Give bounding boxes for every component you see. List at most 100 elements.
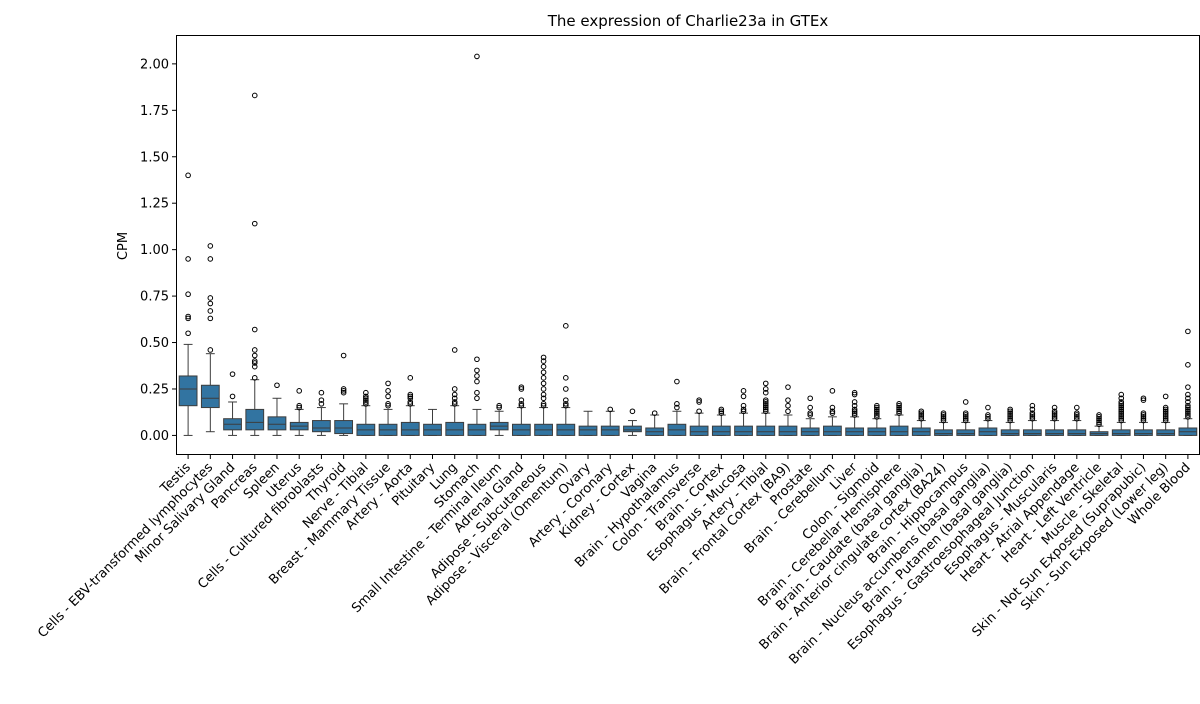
outlier-point bbox=[1096, 412, 1102, 418]
outlier-point bbox=[829, 388, 836, 394]
outlier-point bbox=[985, 415, 991, 422]
outlier-point bbox=[1029, 412, 1036, 418]
outlier-point bbox=[1140, 415, 1147, 422]
outlier-point bbox=[1007, 417, 1013, 424]
outlier-point bbox=[1074, 414, 1080, 420]
outlier-point bbox=[207, 243, 214, 249]
outlier-point bbox=[563, 375, 569, 381]
box-iqr bbox=[889, 425, 909, 436]
outlier-point bbox=[540, 363, 547, 370]
outlier-point bbox=[696, 408, 702, 415]
outlier-point bbox=[918, 408, 925, 415]
outlier-point bbox=[807, 410, 813, 416]
y-tick-label: 0.00 bbox=[140, 429, 169, 444]
box-28 bbox=[800, 395, 820, 436]
outlier-point bbox=[940, 414, 947, 420]
outlier-point bbox=[1185, 412, 1191, 418]
box-iqr bbox=[334, 420, 354, 435]
outlier-point bbox=[274, 382, 280, 389]
outlier-point bbox=[1096, 419, 1102, 426]
outlier-point bbox=[1185, 384, 1191, 390]
outlier-point bbox=[874, 408, 880, 415]
outlier-point bbox=[207, 256, 214, 262]
outlier-point bbox=[451, 401, 458, 407]
y-tick-label: 2.00 bbox=[140, 57, 169, 72]
outlier-point bbox=[540, 395, 547, 402]
outlier-point bbox=[940, 410, 947, 416]
outlier-point bbox=[296, 402, 302, 409]
outlier-point bbox=[896, 402, 902, 409]
outlier-point bbox=[1118, 414, 1125, 420]
box-27 bbox=[778, 384, 798, 436]
box-37 bbox=[1000, 406, 1020, 436]
box-21 bbox=[645, 410, 665, 436]
outlier-point bbox=[1029, 402, 1036, 409]
outlier-point bbox=[318, 389, 325, 396]
outlier-point bbox=[1162, 410, 1169, 416]
outlier-point bbox=[385, 388, 391, 394]
outlier-point bbox=[1162, 404, 1169, 411]
outlier-point bbox=[540, 380, 547, 387]
outlier-point bbox=[1096, 415, 1102, 422]
outlier-point bbox=[851, 399, 858, 405]
outlier-point bbox=[1140, 414, 1147, 420]
outlier-point bbox=[1074, 404, 1080, 411]
outlier-point bbox=[1185, 408, 1191, 415]
outlier-point bbox=[1162, 417, 1169, 424]
outlier-point bbox=[785, 402, 791, 409]
outlier-point bbox=[451, 395, 458, 402]
box-iqr bbox=[200, 384, 220, 409]
outlier-point bbox=[363, 389, 369, 396]
outlier-point bbox=[696, 397, 702, 403]
outlier-point bbox=[851, 391, 858, 398]
box-19 bbox=[600, 406, 620, 436]
outlier-point bbox=[1007, 410, 1013, 416]
outlier-point bbox=[674, 401, 680, 407]
outlier-point bbox=[985, 412, 991, 418]
outlier-point bbox=[851, 408, 858, 415]
outlier-point bbox=[918, 414, 925, 420]
box-iqr bbox=[756, 425, 776, 436]
outlier-point bbox=[1185, 414, 1191, 420]
box-0 bbox=[178, 172, 198, 436]
outlier-point bbox=[407, 391, 414, 398]
box-34 bbox=[934, 410, 953, 436]
outlier-point bbox=[962, 414, 969, 420]
outlier-point bbox=[829, 410, 836, 416]
box-iqr bbox=[1000, 429, 1020, 436]
box-iqr bbox=[956, 429, 976, 436]
outlier-point bbox=[518, 386, 525, 392]
outlier-point bbox=[874, 406, 880, 413]
outlier-point bbox=[1074, 412, 1080, 418]
outlier-point bbox=[1118, 395, 1125, 402]
outlier-point bbox=[896, 410, 902, 416]
box-17 bbox=[556, 323, 576, 436]
outlier-point bbox=[1096, 414, 1102, 420]
outlier-point bbox=[1140, 395, 1147, 402]
outlier-point bbox=[896, 404, 902, 411]
outlier-point bbox=[674, 378, 680, 385]
outlier-point bbox=[385, 380, 391, 387]
outlier-point bbox=[874, 414, 880, 420]
box-iqr bbox=[1045, 429, 1064, 436]
outlier-point bbox=[762, 402, 769, 409]
outlier-point bbox=[1118, 404, 1125, 411]
outlier-point bbox=[718, 406, 725, 413]
box-2 bbox=[223, 371, 242, 436]
box-38 bbox=[1022, 402, 1042, 436]
outlier-point bbox=[1096, 421, 1102, 428]
outlier-point bbox=[1185, 410, 1191, 416]
y-tick-label: 1.00 bbox=[140, 243, 169, 258]
outlier-point bbox=[496, 402, 502, 409]
box-20 bbox=[623, 408, 642, 436]
outlier-point bbox=[1118, 417, 1125, 424]
outlier-point bbox=[185, 291, 191, 298]
outlier-point bbox=[451, 347, 458, 353]
outlier-point bbox=[1051, 412, 1058, 418]
y-tick-label: 0.75 bbox=[140, 290, 169, 305]
outlier-point bbox=[251, 92, 258, 99]
outlier-point bbox=[762, 404, 769, 411]
outlier-point bbox=[451, 391, 458, 398]
box-44 bbox=[1156, 393, 1176, 436]
